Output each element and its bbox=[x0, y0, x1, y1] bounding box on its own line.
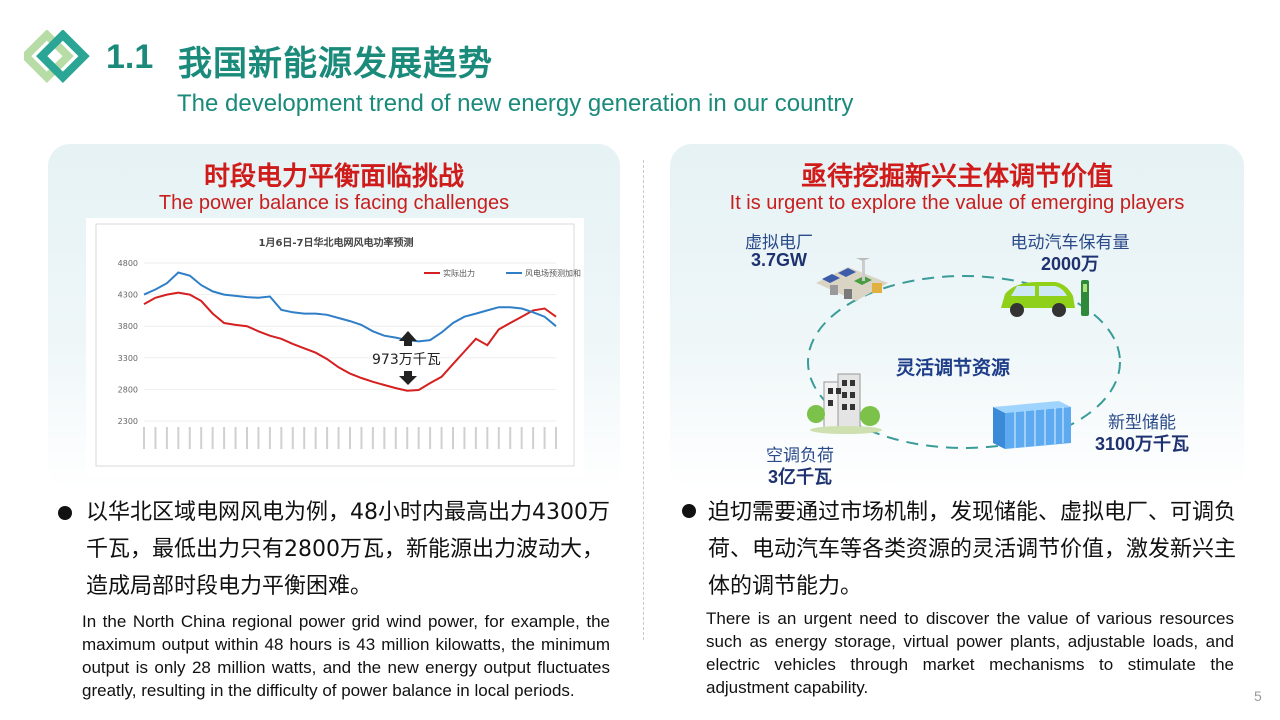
center-label: 灵活调节资源 bbox=[896, 357, 1011, 379]
resource-value-ac: 3亿千瓦 bbox=[767, 467, 832, 487]
left-heading: 时段电力平衡面临挑战 bbox=[203, 162, 464, 192]
right-bullet-cn: 迫切需要通过市场机制，发现储能、虚拟电厂、可调负荷、电动汽车等各类资源的灵活调节… bbox=[708, 500, 1237, 599]
up-arrow-stem bbox=[404, 341, 412, 346]
right-bullet-en: There is an urgent need to discover the … bbox=[706, 609, 1234, 697]
left-bullet-en: In the North China regional power grid w… bbox=[82, 612, 610, 700]
virtual-power-plant-icon bbox=[816, 258, 888, 301]
bullet-icon bbox=[58, 506, 72, 520]
resource-value-vpp: 3.7GW bbox=[750, 250, 807, 270]
resource-label-vpp: 虚拟电厂 bbox=[745, 233, 813, 253]
series-line bbox=[143, 291, 557, 392]
page-title: 我国新能源发展趋势 bbox=[178, 44, 493, 84]
legend-label: 风电场预测加和 bbox=[525, 268, 581, 278]
resource-value-ev: 2000万 bbox=[1040, 254, 1100, 274]
logo-icon bbox=[24, 30, 90, 83]
right-heading: 亟待挖掘新兴主体调节价值 bbox=[800, 162, 1113, 192]
y-tick-label: 3300 bbox=[118, 354, 138, 363]
left-subheading: The power balance is facing challenges bbox=[158, 192, 510, 214]
building-icon bbox=[807, 373, 882, 434]
legend-label: 实际出力 bbox=[443, 268, 475, 278]
chart-title: 1月6日-7日华北电网风电功率预测 bbox=[258, 236, 413, 249]
electric-car-icon bbox=[1001, 280, 1089, 317]
right-panel bbox=[670, 144, 1244, 489]
right-subheading: It is urgent to explore the value of eme… bbox=[729, 192, 1185, 214]
page-number: 5 bbox=[1254, 688, 1262, 704]
resource-label-ac: 空调负荷 bbox=[766, 446, 834, 466]
panel-divider bbox=[643, 160, 644, 640]
wind-power-chart: 1月6日-7日华北电网风电功率预测 2300 2800 3300 3800 4300 48… bbox=[86, 218, 584, 476]
y-tick-label: 2300 bbox=[118, 417, 138, 426]
section-number: 1.1 bbox=[106, 38, 154, 76]
y-tick-label: 2800 bbox=[118, 385, 138, 394]
resource-value-storage: 3100万千瓦 bbox=[1094, 434, 1190, 454]
y-tick-label: 3800 bbox=[118, 322, 138, 331]
up-arrow-icon bbox=[399, 331, 417, 341]
resource-diagram bbox=[807, 275, 1121, 449]
down-arrow-stem bbox=[404, 371, 412, 376]
chart-svg: 1月6日-7日华北电网风电功率预测 2300 2800 3300 3800 4300 48… bbox=[95, 223, 581, 467]
page-subtitle: The development trend of new energy gene… bbox=[177, 90, 854, 117]
battery-storage-icon bbox=[993, 401, 1071, 449]
resource-label-ev: 电动汽车保有量 bbox=[1010, 233, 1130, 253]
resource-label-storage: 新型储能 bbox=[1108, 413, 1176, 433]
bullet-icon bbox=[682, 504, 696, 518]
series-line bbox=[143, 271, 557, 343]
y-tick-label: 4800 bbox=[118, 259, 138, 268]
y-tick-label: 4300 bbox=[118, 291, 138, 300]
down-arrow-icon bbox=[399, 376, 417, 385]
chart-annotation: 973万千瓦 bbox=[372, 352, 441, 368]
left-bullet-cn: 以华北区域电网风电为例，48小时内最高出力4300万千瓦，最低出力只有2800万… bbox=[86, 500, 610, 599]
